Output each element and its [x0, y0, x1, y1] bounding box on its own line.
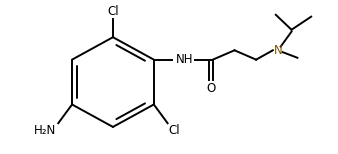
Text: N: N: [273, 44, 282, 57]
Text: Cl: Cl: [107, 5, 119, 18]
Text: Cl: Cl: [169, 124, 180, 137]
Text: O: O: [206, 82, 216, 95]
Text: H₂N: H₂N: [34, 124, 56, 137]
Text: NH: NH: [175, 53, 193, 66]
